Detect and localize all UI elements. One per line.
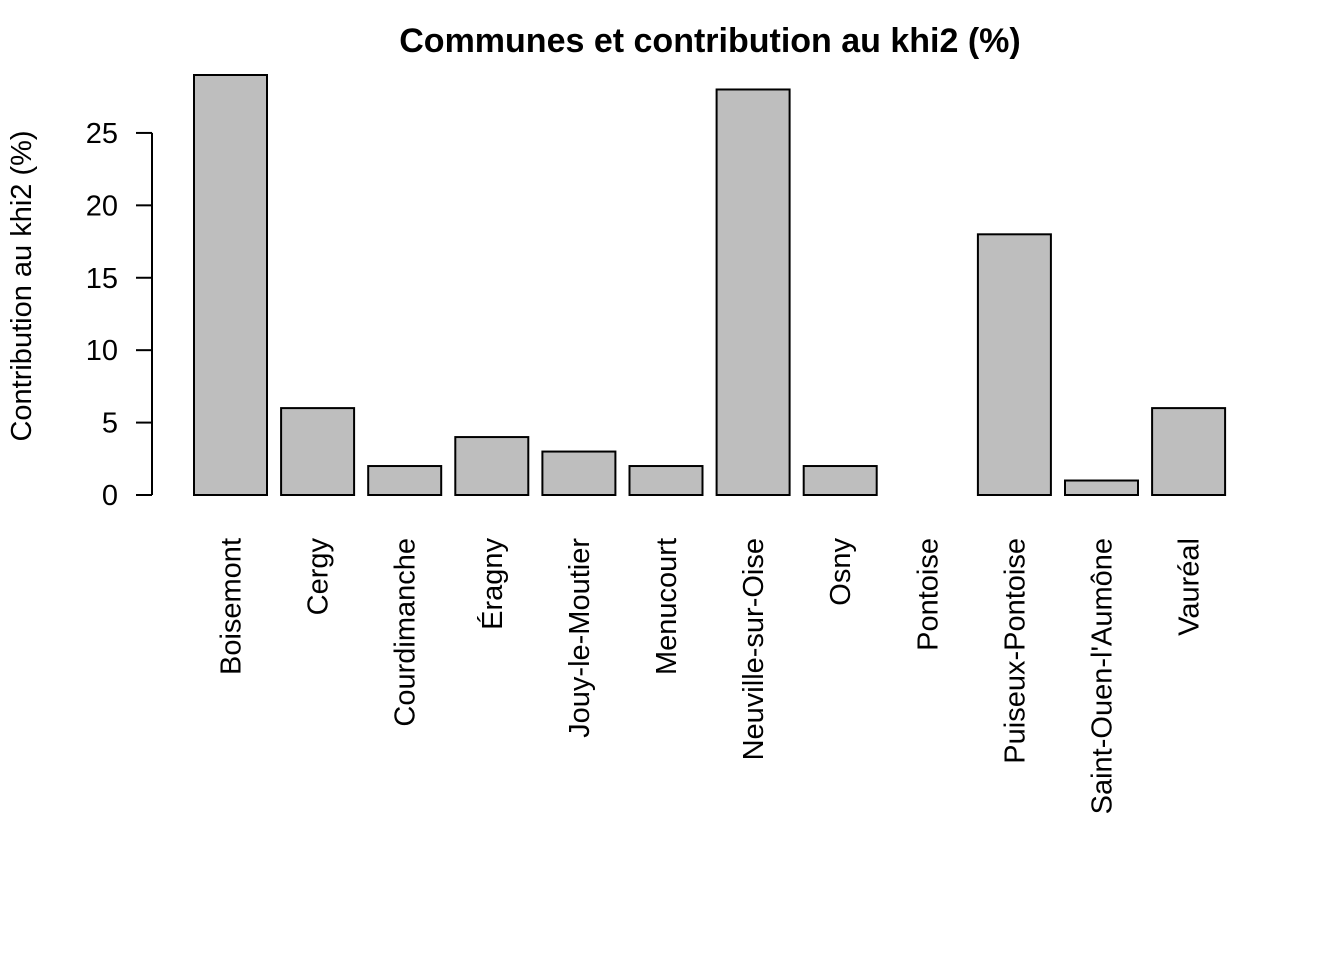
chart-title: Communes et contribution au khi2 (%)	[399, 22, 1020, 60]
y-tick-label: 25	[86, 118, 118, 150]
y-tick-label: 10	[86, 335, 118, 367]
bar-4	[541, 450, 617, 497]
category-label: Osny	[825, 538, 857, 606]
bars-group	[193, 74, 1227, 497]
bar-1	[280, 407, 356, 497]
category-label: Jouy-le-Moutier	[564, 538, 596, 738]
category-label: Éragny	[476, 538, 509, 630]
category-label: Menucourt	[651, 538, 683, 675]
category-label: Vauréal	[1174, 538, 1206, 636]
y-tick-label: 0	[102, 480, 118, 512]
y-axis-label: Contribution au khi2 (%)	[6, 130, 38, 441]
bar-6	[715, 88, 791, 496]
bar-9	[976, 233, 1052, 497]
category-label: Boisemont	[216, 538, 248, 675]
y-axis: 0 5 10 15 20 25	[86, 118, 153, 512]
bar-3	[454, 436, 530, 497]
category-label: Pontoise	[912, 538, 944, 651]
bar-5	[628, 465, 704, 497]
category-label: Courdimanche	[390, 538, 422, 727]
y-tick-label: 5	[102, 408, 118, 440]
bar-11	[1151, 407, 1227, 497]
category-label: Puiseux-Pontoise	[999, 538, 1031, 764]
y-tick-label: 15	[86, 263, 118, 295]
bar-10	[1064, 479, 1139, 497]
category-label: Cergy	[303, 538, 335, 616]
bar-2	[367, 465, 443, 497]
bar-7	[802, 465, 878, 497]
category-label: Saint-Ouen-l'Aumône	[1087, 538, 1119, 814]
bar-0	[193, 74, 268, 496]
y-tick-label: 20	[86, 190, 118, 222]
category-labels: Boisemont Cergy Courdimanche Éragny Jouy-le-…	[216, 538, 1206, 815]
category-label: Neuville-sur-Oise	[738, 538, 770, 760]
